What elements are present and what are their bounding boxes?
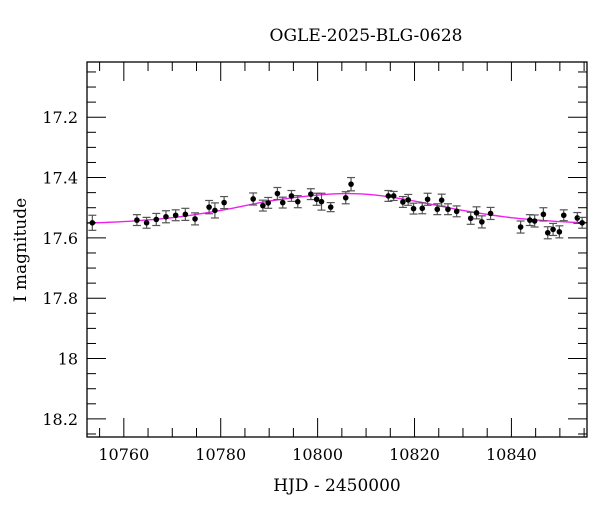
y-tick-label: 18.2 (42, 410, 78, 429)
data-point (555, 225, 564, 239)
data-point (191, 212, 200, 226)
axis-ticks (87, 62, 587, 437)
data-point (347, 176, 356, 192)
data-point (273, 186, 282, 201)
data-point (452, 205, 461, 218)
y-tick-label: 17.6 (42, 229, 78, 248)
x-tick-label: 10780 (195, 445, 246, 464)
data-point (466, 211, 475, 225)
x-tick-label: 10840 (486, 445, 537, 464)
data-point (181, 207, 190, 221)
model-fit-line (86, 192, 588, 224)
data-point (530, 214, 539, 228)
data-point (293, 195, 302, 209)
data-point (472, 206, 481, 220)
data-point (389, 190, 398, 202)
data-point (418, 202, 427, 215)
data-point (443, 203, 452, 216)
data-point (171, 209, 180, 222)
data-point (264, 196, 273, 209)
y-tick-label: 17.2 (42, 108, 78, 127)
data-point (287, 189, 296, 202)
data-point (326, 201, 335, 213)
x-tick-label: 10760 (98, 445, 149, 464)
data-point (423, 192, 432, 206)
data-point (486, 206, 495, 221)
chart-title: OGLE-2025-BLG-0628 (270, 26, 463, 46)
x-tick-labels: 10760 10780 10800 10820 10840 (98, 445, 537, 464)
data-point (539, 207, 548, 222)
x-tick-label: 10820 (389, 445, 440, 464)
data-point (525, 214, 534, 227)
y-tick-label: 18 (58, 350, 78, 369)
data-point (152, 212, 161, 227)
data-point (404, 193, 413, 206)
data-point (161, 210, 170, 224)
plot-area (86, 176, 588, 240)
data-point (516, 220, 525, 234)
y-tick-label: 17.8 (42, 289, 78, 308)
y-tick-label: 17.4 (42, 169, 78, 188)
data-point (306, 188, 315, 201)
data-point (384, 189, 393, 202)
data-point (559, 209, 568, 222)
data-point (210, 202, 219, 219)
data-point (341, 191, 350, 205)
data-point (437, 193, 446, 207)
data-point (278, 196, 287, 209)
data-point (549, 222, 558, 237)
data-point (317, 192, 326, 211)
data-point (132, 214, 141, 227)
data-point (312, 192, 321, 206)
x-tick-label: 10800 (292, 445, 343, 464)
data-points (88, 176, 587, 240)
data-point (477, 215, 486, 229)
data-point (249, 192, 258, 206)
data-point (543, 226, 552, 240)
data-point (433, 203, 442, 216)
data-point (258, 199, 267, 212)
y-tick-labels: 17.2 17.4 17.6 17.8 18 18.2 (42, 108, 78, 429)
x-axis-label: HJD - 2450000 (273, 476, 401, 496)
y-axis-label: I magnitude (11, 198, 31, 302)
plot-frame (86, 61, 588, 438)
data-point (205, 199, 214, 215)
model-curve (86, 192, 588, 224)
data-point (409, 202, 418, 215)
data-point (220, 195, 229, 210)
data-point (398, 195, 407, 209)
data-point (142, 216, 151, 229)
